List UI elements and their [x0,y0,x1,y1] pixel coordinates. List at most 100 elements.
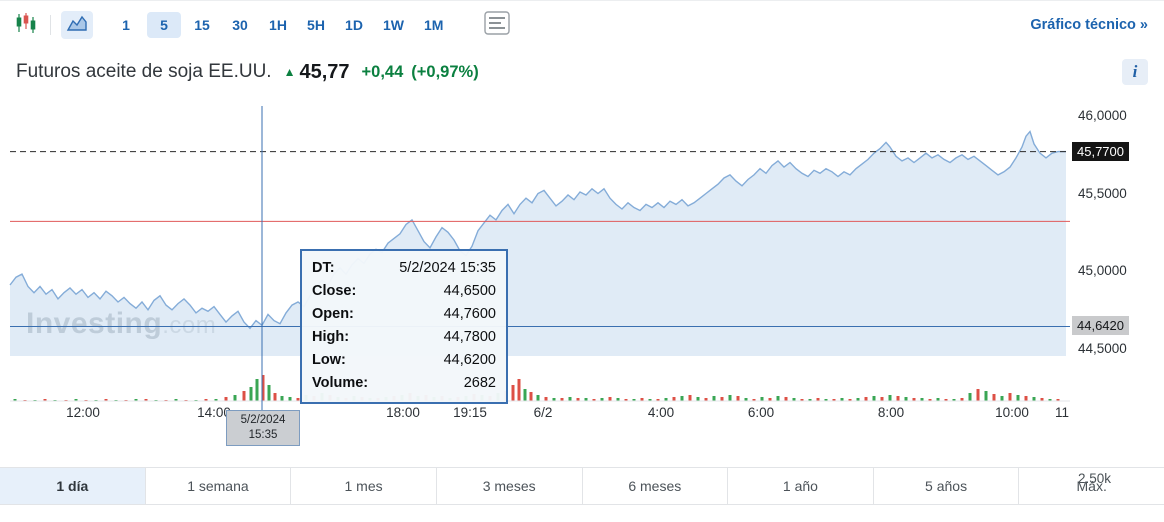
range-tab-1-semana[interactable]: 1 semana [146,468,292,504]
area-chart-button[interactable] [61,11,93,39]
candlestick-icon [15,12,37,39]
price-chart-svg[interactable] [0,101,1164,413]
volume-bar [134,399,138,401]
volume-bar [896,396,900,401]
volume-bar [992,394,996,401]
volume-bar [517,379,521,401]
interval-button-1[interactable]: 1 [122,17,130,33]
interval-button-1d[interactable]: 1D [345,17,363,33]
volume-bar [712,396,716,401]
tooltip-row: High: 44,7800 [312,326,496,349]
tooltip-value: 44,7600 [443,306,496,322]
range-tab-3-meses[interactable]: 3 meses [437,468,583,504]
volume-bar [43,399,47,401]
tooltip-label: Close: [312,283,357,299]
volume-bar [848,399,852,401]
volume-bar [752,399,756,401]
watermark: Investing.com [26,307,216,341]
volume-bar [960,398,964,401]
volume-bar [13,399,17,401]
interval-button-1h[interactable]: 1H [269,17,287,33]
volume-bar [568,397,572,401]
interval-button-5[interactable]: 5 [147,12,181,38]
volume-bar [204,399,208,401]
indicators-panel-icon [484,10,511,40]
volume-bar [624,399,628,401]
volume-bar [936,398,940,401]
volume-bar [576,398,580,401]
volume-bar [144,399,148,401]
volume-bar [280,396,284,401]
y-axis-label: 45,5000 [1078,185,1127,201]
volume-bar [560,398,564,401]
instrument-title: Futuros aceite de soja EE.UU. [16,61,272,82]
tooltip-value: 44,6500 [443,283,496,299]
volume-bar [536,395,540,401]
volume-bar [720,397,724,401]
tooltip-label: Low: [312,352,346,368]
volume-bar [584,398,588,401]
indicators-button[interactable] [481,10,513,40]
interval-button-1m[interactable]: 1M [424,17,444,33]
interval-button-15[interactable]: 15 [194,17,210,33]
technical-chart-link[interactable]: Gráfico técnico » [1030,17,1148,33]
watermark-light: .com [162,312,216,339]
volume-bar [824,399,828,401]
candlestick-chart-button[interactable] [10,11,42,39]
range-tab-1-año[interactable]: 1 año [728,468,874,504]
volume-bar [872,396,876,401]
tooltip-label: High: [312,329,350,345]
interval-button-5h[interactable]: 5H [307,17,325,33]
tooltip-row: DT: 5/2/2024 15:35 [312,257,496,280]
volume-bar [273,393,277,401]
range-tabs: 1 día 1 semana 1 mes 3 meses 6 meses 1 año 5 a… [0,467,1164,505]
x-axis-label: 6/2 [533,405,553,420]
volume-bar [296,398,300,401]
watermark-bold: Investing [26,307,162,340]
volume-bar [728,395,732,401]
range-tab-1-mes[interactable]: 1 mes [291,468,437,504]
y-axis-label: 45,0000 [1078,263,1127,278]
volume-bar [880,397,884,401]
volume-bar [808,399,812,401]
volume-bar [214,399,218,401]
interval-button-1w[interactable]: 1W [383,17,404,33]
volume-bar [928,399,932,401]
x-axis-label: 4:00 [647,405,675,420]
tooltip-value: 5/2/2024 15:35 [399,260,496,276]
volume-bar [74,399,78,401]
volume-bar [696,397,700,401]
range-tab-6-meses[interactable]: 6 meses [583,468,729,504]
volume-bar [255,379,259,401]
volume-bar [680,396,684,401]
range-tab-5-años[interactable]: 5 años [874,468,1020,504]
volume-bar [832,399,836,401]
volume-axis-label: 2.50k [1078,471,1112,486]
tooltip-value: 44,6200 [443,352,496,368]
range-tab-máx-[interactable]: Máx. [1076,478,1107,494]
interval-button-30[interactable]: 30 [232,17,248,33]
volume-bar [648,399,652,401]
volume-bar [288,397,292,401]
volume-bar [904,397,908,401]
volume-bar [600,398,604,401]
x-axis-label: 12:00 [66,405,100,420]
crosshair-date-badge: 5/2/2024 15:35 [226,410,300,446]
volume-bar [1016,395,1020,401]
volume-bar [704,398,708,401]
volume-bar [768,398,772,401]
info-icon[interactable]: i [1122,59,1148,85]
volume-bar [608,397,612,401]
volume-bar [261,375,265,401]
toolbar-divider [50,15,51,35]
price-change: +0,44 [361,62,404,81]
volume-bar [616,398,620,401]
volume-bar [656,399,660,401]
volume-bar [529,392,533,401]
tooltip-label: DT: [312,260,335,276]
up-arrow-icon: ▲ [283,65,296,79]
chart-area: Investing.com 45,7700 44,6420 2.50k DT: 5… [0,101,1164,486]
volume-bar [816,398,820,401]
range-tab-1-día[interactable]: 1 día [0,468,146,504]
